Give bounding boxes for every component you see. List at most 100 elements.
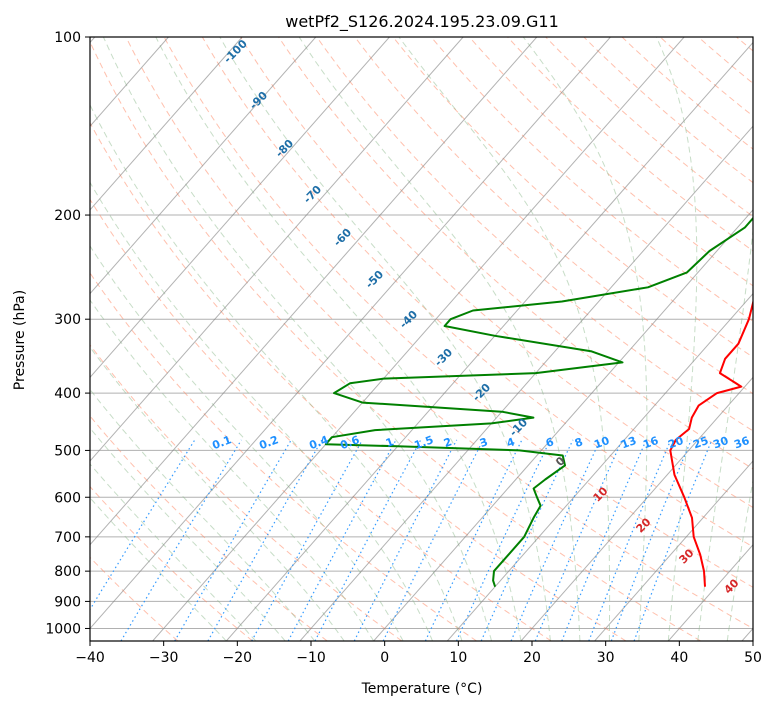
y-tick-label: 300 [54,312,81,328]
dry-adiabat [697,37,753,84]
mixing-ratio-line [561,439,647,641]
moist-adiabat [90,463,257,641]
dry-adiabat [90,198,552,641]
dry-adiabat-label: -40 [397,308,420,331]
y-tick-label: 100 [54,30,81,46]
dry-adiabat [90,485,253,641]
mixing-ratio-line [90,439,196,611]
dry-adiabat-label: -60 [331,226,354,249]
moist-adiabat [697,226,753,641]
axis-ticks: −40 −30 −20 −10 0 10 20 30 40 5010020030040050060… [45,30,762,666]
moist-adiabat [298,37,581,641]
chart-title: wetPf2_S126.2024.195.23.09.G11 [285,12,559,32]
x-axis-label: Temperature (°C) [361,681,483,697]
moist-adiabat [398,37,611,641]
x-tick-label: 0 [380,650,389,666]
dry-adiabat-label: -50 [363,268,386,291]
mixing-ratio-line [424,439,523,641]
moist-adiabat [90,346,345,641]
temperature-profile [669,298,753,587]
mixing-ratio-label: 0.6 [338,433,361,452]
x-tick-label: −20 [223,650,253,666]
dry-adiabat [392,37,753,358]
mixing-ratio-label: 25 [691,434,710,451]
dry-adiabat [736,37,753,52]
moist-adiabat [219,37,551,641]
isotherm-line [90,37,243,211]
isotherm-line [299,125,753,641]
x-tick-label: 20 [523,650,541,666]
dry-adiabat-label: -20 [470,381,493,404]
mixing-ratio-label: 1.5 [412,433,435,452]
x-tick-label: 30 [597,650,615,666]
mixing-ratio-label: 20 [666,434,685,452]
y-tick-label: 800 [54,564,81,580]
dry-adiabat [201,37,753,548]
dry-adiabat-label: -30 [432,346,455,369]
mixing-ratio-line [287,439,397,641]
mixing-ratio-line [455,439,551,641]
dry-adiabat [90,40,701,641]
dry-adiabat [621,37,753,150]
y-tick-label: 900 [54,594,81,610]
x-tick-label: 50 [744,650,762,666]
dry-adiabat-label: -80 [273,137,296,160]
mixing-ratio-line [314,439,422,641]
dry-adiabat-label: -100 [221,37,250,66]
moist-adiabat [90,299,375,641]
plot-frame [89,36,754,642]
moist-adiabat [522,37,648,641]
isotherm-line [520,376,753,641]
moist-adiabat [655,37,698,641]
dry-adiabat [583,37,753,184]
mixing-ratio-line [534,439,623,641]
moist-adiabat-label: 30 [677,546,697,566]
mixing-ratio-label: 13 [619,434,638,451]
dry-adiabat [125,37,753,630]
mixing-ratio-label: 0.4 [307,433,330,452]
x-tick-label: 10 [449,650,467,666]
x-tick-label: −30 [149,650,179,666]
mixing-ratio-line [510,439,601,641]
mixing-ratio-label: 30 [711,434,730,452]
isotherm-line [373,209,753,641]
x-tick-label: 40 [670,650,688,666]
mixing-ratio-line [588,439,672,641]
moist-adiabat-label: 10 [591,484,611,504]
plot-area: -100-90-80-70-60-50-40-30-20-100.1 0.2 0.4… [90,37,753,641]
mixing-ratio-label: 16 [641,434,660,452]
moist-adiabat [90,388,316,641]
isotherm-line [90,37,611,630]
isotherm-line [446,292,753,641]
y-tick-label: 600 [54,490,81,506]
dry-adiabat [90,121,627,641]
moist-adiabat [90,103,463,641]
y-tick-label: 1000 [45,621,81,637]
mixing-ratio-line [120,439,242,641]
y-tick-label: 500 [54,443,81,459]
isotherm-line [90,37,464,462]
mixing-ratio-label: 6 [544,435,556,450]
isotherm-line [90,37,390,379]
dry-adiabat [659,37,753,117]
moist-adiabat-label: 20 [634,515,654,535]
mixing-ratio-line [610,439,692,641]
y-tick-label: 200 [54,208,81,224]
dry-adiabat [90,344,403,641]
mixing-ratio-label: 10 [592,434,611,452]
isotherm-line [90,37,317,295]
moist-adiabat [90,181,434,641]
isotherm-line [225,41,753,641]
moist-adiabat [726,477,753,641]
moist-adiabat-label: 40 [722,576,742,596]
mixing-ratio-line [174,439,292,641]
isotherm-line [152,37,685,641]
y-tick-label: 700 [54,530,81,546]
moist-adiabat [155,37,522,641]
mixing-ratio-label: 0.1 [210,433,233,452]
mixing-ratio-label: 36 [732,434,751,452]
mixing-ratio-label: 1 [384,435,396,450]
mixing-ratio-label: 0.2 [257,433,280,452]
